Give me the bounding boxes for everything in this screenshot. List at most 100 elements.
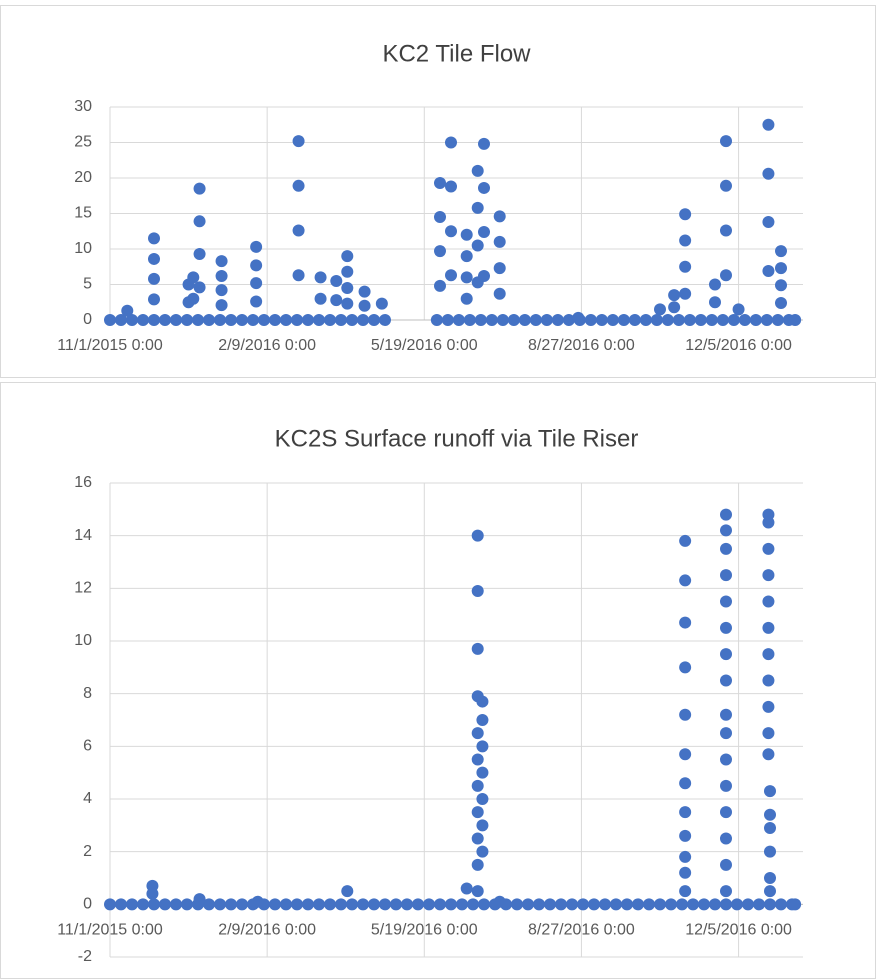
data-point <box>760 314 773 326</box>
data-point <box>115 898 127 911</box>
data-point <box>236 314 248 326</box>
data-point <box>654 898 666 911</box>
data-point <box>775 279 787 292</box>
data-point <box>764 821 776 834</box>
data-point <box>562 314 575 326</box>
data-point <box>672 314 685 326</box>
data-point <box>720 858 732 871</box>
data-point <box>762 569 775 582</box>
data-point <box>478 181 490 194</box>
data-point <box>441 314 454 326</box>
data-point <box>478 269 490 282</box>
data-point <box>452 314 465 326</box>
data-point <box>215 269 228 282</box>
data-point <box>720 569 732 582</box>
data-point <box>687 898 699 911</box>
data-point <box>314 271 327 284</box>
data-point <box>181 898 193 911</box>
data-point <box>668 289 681 302</box>
data-point <box>566 898 578 911</box>
data-point <box>346 898 358 911</box>
chart-title: KC2S Surface runoff via Tile Riser <box>275 425 639 452</box>
data-point <box>584 314 597 326</box>
data-point <box>720 753 732 766</box>
data-point <box>460 250 473 263</box>
y-tick-label: 10 <box>74 632 92 649</box>
data-point <box>478 137 490 150</box>
data-point <box>720 269 732 282</box>
data-point <box>679 616 692 629</box>
data-point <box>720 524 732 537</box>
data-point <box>650 314 663 326</box>
data-point <box>280 314 292 326</box>
data-point <box>214 314 226 326</box>
data-point <box>324 314 336 326</box>
data-point <box>170 314 182 326</box>
data-point <box>471 164 484 177</box>
data-point <box>434 211 446 224</box>
y-tick-label: 30 <box>74 98 92 115</box>
data-point <box>720 727 732 740</box>
data-point <box>368 898 380 911</box>
data-point <box>485 314 498 326</box>
data-point <box>330 274 343 287</box>
data-point <box>762 674 775 687</box>
data-point <box>762 118 775 131</box>
data-point <box>679 748 692 761</box>
data-point <box>749 314 762 326</box>
data-point <box>292 179 305 192</box>
y-tick-label: 4 <box>83 790 92 807</box>
data-point <box>357 314 369 326</box>
data-point <box>215 299 228 312</box>
y-tick-label: 8 <box>83 685 92 702</box>
data-point <box>193 893 206 906</box>
x-tick-label: 12/5/2016 0:00 <box>685 922 792 939</box>
data-point <box>679 661 692 674</box>
data-point <box>665 898 677 911</box>
data-point <box>471 885 484 898</box>
data-point <box>476 766 489 779</box>
data-point <box>764 845 776 858</box>
data-point <box>269 314 281 326</box>
data-point <box>727 314 740 326</box>
data-point <box>762 595 775 608</box>
data-point <box>471 727 484 740</box>
data-point <box>313 898 325 911</box>
data-point <box>572 311 585 324</box>
data-point <box>115 314 127 326</box>
x-tick-label: 11/1/2015 0:00 <box>57 922 163 939</box>
x-tick-label: 2/9/2016 0:00 <box>218 337 316 354</box>
data-point <box>215 284 228 297</box>
data-point <box>214 898 226 911</box>
data-point <box>269 898 281 911</box>
data-point <box>705 314 718 326</box>
data-point <box>330 294 343 307</box>
data-point <box>720 508 732 521</box>
data-point <box>314 292 327 305</box>
data-point <box>679 534 692 547</box>
data-point <box>250 277 263 290</box>
data-point <box>679 234 692 247</box>
y-tick-label: 12 <box>74 580 92 597</box>
data-point <box>478 898 490 911</box>
data-point <box>628 314 641 326</box>
data-point <box>460 882 473 895</box>
data-point <box>764 785 776 798</box>
data-point <box>476 793 489 805</box>
data-point <box>463 314 476 326</box>
data-point <box>292 135 305 148</box>
data-point <box>698 898 710 911</box>
data-point <box>434 279 446 292</box>
data-point <box>762 748 775 761</box>
data-point <box>460 292 473 305</box>
data-point <box>493 287 506 300</box>
data-point <box>493 210 506 223</box>
data-point <box>762 167 775 180</box>
data-point <box>148 272 160 285</box>
data-point <box>694 314 707 326</box>
data-point <box>476 695 489 708</box>
data-point <box>292 224 305 237</box>
x-tick-label: 8/27/2016 0:00 <box>528 337 635 354</box>
